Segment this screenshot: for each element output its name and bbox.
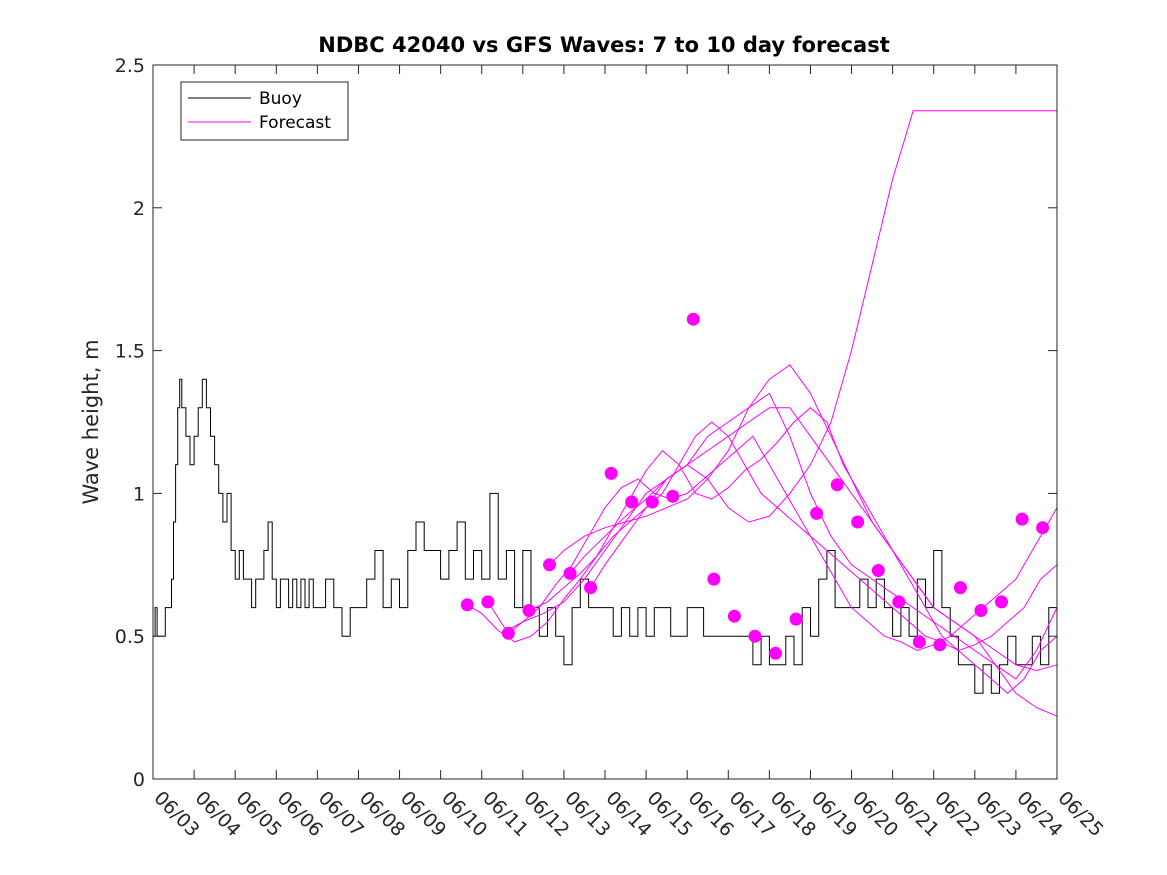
forecast-marker bbox=[727, 609, 741, 623]
forecast-marker bbox=[563, 566, 577, 580]
forecast-marker bbox=[769, 646, 782, 660]
forecast-run-6 bbox=[590, 110, 1057, 588]
y-axis-label: Wave height, m bbox=[79, 339, 103, 504]
forecast-marker bbox=[748, 629, 762, 643]
legend: Buoy Forecast bbox=[180, 81, 349, 141]
forecast-marker bbox=[1015, 512, 1029, 526]
y-axis: 0 0.5 1 1.5 2 2.5 bbox=[115, 55, 1057, 791]
forecast-marker bbox=[707, 572, 721, 586]
y-tick-label: 1 bbox=[133, 483, 145, 505]
series-layer bbox=[153, 110, 1058, 717]
forecast-marker bbox=[522, 604, 536, 617]
forecast-marker bbox=[912, 635, 926, 649]
forecast-marker bbox=[666, 489, 680, 503]
y-tick-label: 0 bbox=[133, 769, 145, 791]
forecast-marker bbox=[789, 612, 803, 626]
forecast-marker bbox=[871, 564, 885, 577]
forecast-run-5 bbox=[569, 407, 1058, 672]
forecast-marker bbox=[625, 495, 639, 509]
forecast-marker bbox=[460, 598, 474, 612]
forecast-marker bbox=[645, 495, 659, 509]
forecast-marker bbox=[481, 595, 495, 609]
legend-box bbox=[180, 81, 349, 141]
y-tick-label: 1.5 bbox=[115, 341, 145, 363]
forecast-marker bbox=[933, 638, 947, 652]
plot-area bbox=[153, 65, 1057, 779]
buoy-line bbox=[153, 378, 1058, 694]
forecast-marker bbox=[892, 595, 906, 609]
forecast-marker bbox=[543, 558, 556, 572]
forecast-marker bbox=[604, 466, 618, 480]
forecast-run-3 bbox=[528, 407, 1058, 694]
forecast-marker bbox=[830, 478, 844, 492]
forecast-marker bbox=[1036, 521, 1050, 535]
forecast-marker bbox=[974, 604, 988, 617]
forecast-marker bbox=[501, 626, 515, 640]
forecast-marker bbox=[584, 581, 598, 595]
forecast-run-1 bbox=[487, 435, 1058, 652]
y-tick-label: 2 bbox=[133, 198, 145, 220]
forecast-marker bbox=[851, 515, 865, 529]
y-tick-label: 2.5 bbox=[115, 55, 145, 77]
chart-title: NDBC 42040 vs GFS Waves: 7 to 10 day for… bbox=[318, 33, 889, 57]
y-tick-label: 0.5 bbox=[115, 626, 145, 648]
forecast-marker bbox=[953, 581, 967, 595]
forecast-marker bbox=[810, 506, 824, 520]
legend-buoy-label: Buoy bbox=[259, 89, 302, 109]
forecast-marker bbox=[995, 595, 1008, 609]
forecast-marker bbox=[686, 312, 700, 326]
forecast-run-2 bbox=[508, 392, 1058, 680]
legend-forecast-label: Forecast bbox=[259, 113, 331, 133]
